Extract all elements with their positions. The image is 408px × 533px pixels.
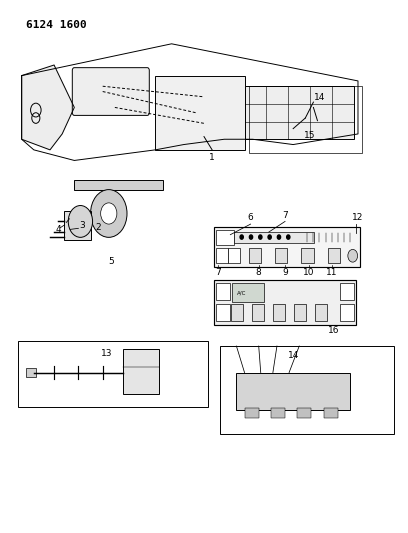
Bar <box>228 248 240 263</box>
Bar <box>271 408 285 418</box>
Text: 8: 8 <box>256 268 262 277</box>
Bar <box>64 211 91 240</box>
Text: 12: 12 <box>352 214 364 222</box>
Bar <box>244 408 259 418</box>
Text: 7: 7 <box>282 211 288 220</box>
Text: 5: 5 <box>108 257 114 265</box>
Circle shape <box>77 216 84 224</box>
Bar <box>216 304 231 321</box>
FancyBboxPatch shape <box>72 68 149 115</box>
Text: 4: 4 <box>55 225 61 234</box>
Text: 7: 7 <box>215 268 221 277</box>
Circle shape <box>69 216 75 224</box>
Bar <box>273 304 285 321</box>
Circle shape <box>287 235 290 239</box>
Text: 6124 1600: 6124 1600 <box>26 20 86 30</box>
Text: 1: 1 <box>209 152 215 161</box>
Bar <box>216 283 231 300</box>
Bar <box>214 280 356 325</box>
Bar <box>216 248 228 263</box>
Bar <box>220 346 395 433</box>
Bar <box>324 408 338 418</box>
Bar <box>216 230 234 245</box>
Bar <box>155 76 244 150</box>
Bar <box>18 341 208 407</box>
Bar <box>214 227 360 266</box>
Text: 14: 14 <box>288 351 299 360</box>
Circle shape <box>249 235 253 239</box>
Circle shape <box>268 235 271 239</box>
Circle shape <box>348 249 357 262</box>
Bar <box>74 180 164 190</box>
Bar <box>340 283 354 300</box>
Bar <box>248 248 261 263</box>
Text: 10: 10 <box>303 268 314 277</box>
Bar <box>231 304 243 321</box>
Circle shape <box>259 235 262 239</box>
Bar <box>315 304 328 321</box>
Text: 9: 9 <box>282 268 288 277</box>
Bar <box>252 304 264 321</box>
Circle shape <box>240 235 243 239</box>
Text: 11: 11 <box>326 268 337 277</box>
Text: 14: 14 <box>314 93 325 102</box>
Bar <box>294 304 306 321</box>
Bar <box>26 368 36 377</box>
Bar <box>301 248 314 263</box>
Circle shape <box>101 203 117 224</box>
Bar <box>123 349 160 394</box>
Circle shape <box>91 190 127 237</box>
Text: 15: 15 <box>304 131 315 140</box>
Bar <box>234 231 314 243</box>
Circle shape <box>277 235 281 239</box>
Polygon shape <box>22 65 74 150</box>
Text: 6: 6 <box>248 214 253 222</box>
Bar <box>236 373 350 410</box>
Bar <box>244 86 354 139</box>
Bar <box>340 304 354 321</box>
Circle shape <box>68 206 93 237</box>
Text: A/C: A/C <box>237 290 246 295</box>
Text: 3: 3 <box>80 221 85 230</box>
Text: 16: 16 <box>328 326 339 335</box>
Text: 13: 13 <box>101 349 113 358</box>
Bar <box>275 248 287 263</box>
Text: 2: 2 <box>96 223 102 232</box>
Bar <box>248 86 362 152</box>
Bar <box>233 283 264 302</box>
Bar <box>297 408 311 418</box>
Bar <box>328 248 340 263</box>
